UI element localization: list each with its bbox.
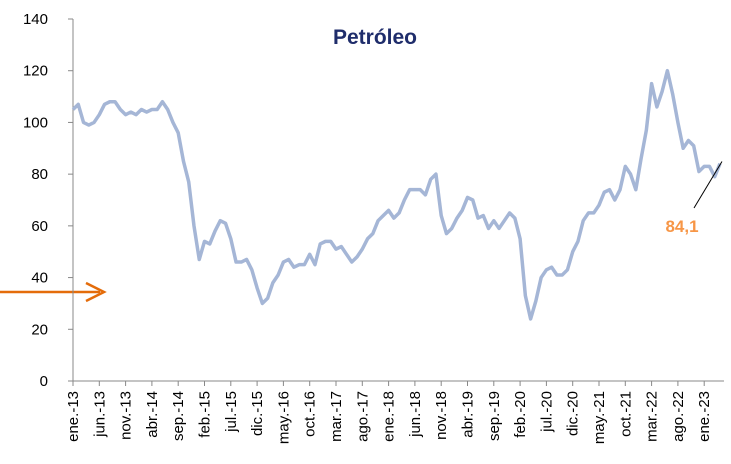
x-tick-label: dic.-15 (249, 391, 266, 436)
x-tick-label: ago.-22 (670, 391, 687, 442)
y-tick-label: 60 (31, 218, 48, 235)
y-tick-label: 20 (31, 321, 48, 338)
x-tick-label: feb.-20 (512, 391, 529, 438)
x-tick-label: may.-21 (591, 391, 608, 444)
x-tick-label: feb.-15 (197, 391, 214, 438)
x-tick-label: ene.-18 (381, 391, 398, 442)
y-tick-label: 140 (23, 11, 48, 28)
y-tick-label: 0 (40, 373, 48, 390)
x-tick-label: abr.-14 (144, 391, 161, 438)
y-tick-label: 120 (23, 63, 48, 80)
chart-title: Petróleo (333, 26, 417, 49)
x-tick-label: mar.-17 (328, 391, 345, 442)
x-tick-label: sep.-19 (486, 391, 503, 441)
x-tick-label: ene.-23 (696, 391, 713, 442)
x-tick-label: jul.-20 (538, 391, 555, 433)
x-tick-label: nov.-18 (433, 391, 450, 440)
line (71, 68, 722, 321)
x-tick-label: jun.-18 (407, 391, 424, 438)
x-tick-label: ene.-13 (65, 391, 82, 442)
value-label: 84,1 (665, 217, 698, 236)
x-tick-label: oct.-21 (617, 391, 634, 437)
arrow-head (85, 281, 107, 303)
y-tick-label: 80 (31, 166, 48, 183)
label-leader (693, 161, 723, 209)
x-tick-label: jul.-15 (223, 391, 240, 433)
x-tick-label: nov.-13 (118, 391, 135, 440)
x-tick-label: sep.-14 (170, 391, 187, 441)
y-tick-label: 40 (31, 270, 48, 287)
x-tick-label: ago.-17 (354, 391, 371, 442)
x-tick-label: mar.-22 (644, 391, 661, 442)
x-tick-label: abr.-19 (460, 391, 477, 438)
y-tick-label: 100 (23, 114, 48, 131)
x-tick-label: oct.-16 (302, 391, 319, 437)
x-tick-label: dic.-20 (565, 391, 582, 436)
x-tick-label: may.-16 (275, 391, 292, 444)
x-tick-label: jun.-13 (91, 391, 108, 438)
